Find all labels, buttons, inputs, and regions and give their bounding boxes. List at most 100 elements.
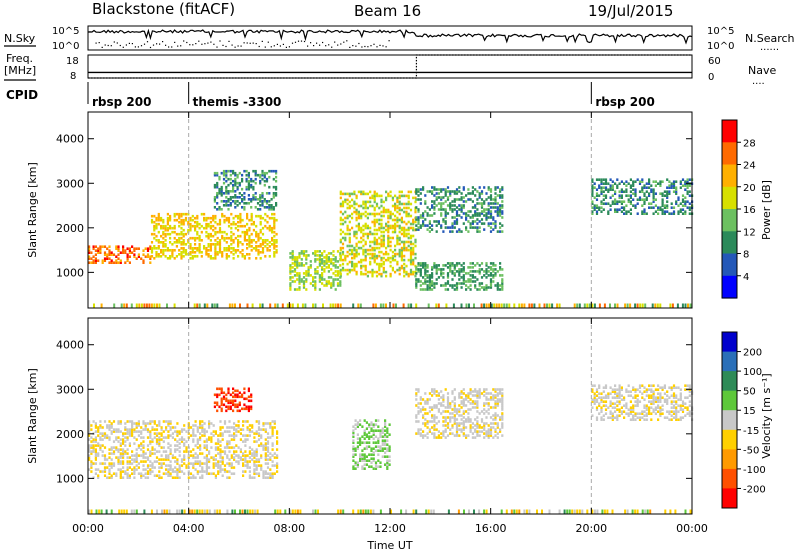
power-cell bbox=[273, 239, 275, 242]
nsearch-point bbox=[195, 43, 196, 44]
velocity-cell bbox=[438, 398, 440, 401]
power-cell bbox=[422, 282, 424, 285]
power-cell bbox=[374, 207, 376, 210]
velocity-cell bbox=[131, 472, 133, 475]
velocity-cell bbox=[138, 420, 140, 423]
power-cell bbox=[226, 247, 228, 250]
power-cell bbox=[465, 226, 467, 229]
power-cell bbox=[442, 276, 444, 279]
power-cell bbox=[639, 196, 641, 199]
power-cell bbox=[467, 192, 469, 195]
power-cell bbox=[102, 245, 104, 248]
velocity-cell bbox=[616, 408, 618, 411]
velocity-cell bbox=[204, 470, 206, 473]
velocity-cell bbox=[99, 424, 101, 427]
power-cell bbox=[180, 241, 182, 244]
velocity-cell bbox=[470, 408, 472, 411]
power-cell bbox=[445, 208, 447, 211]
nsearch-point bbox=[96, 43, 97, 44]
velocity-cell bbox=[188, 462, 190, 465]
power-cell bbox=[275, 176, 277, 179]
power-cell bbox=[351, 193, 353, 196]
power-cell bbox=[463, 200, 465, 203]
velocity-cell bbox=[262, 444, 264, 447]
power-cell bbox=[596, 198, 598, 201]
power-cell bbox=[174, 257, 176, 260]
velocity-cell bbox=[258, 438, 260, 441]
velocity-cell bbox=[237, 404, 239, 407]
colorbar-segment bbox=[722, 276, 737, 299]
power-cell bbox=[214, 227, 216, 230]
power-cell bbox=[335, 264, 337, 267]
power-cell bbox=[492, 228, 494, 231]
velocity-cell bbox=[249, 434, 251, 437]
power-cell bbox=[239, 241, 241, 244]
power-cell bbox=[408, 273, 410, 276]
velocity-cell bbox=[158, 470, 160, 473]
power-cell bbox=[271, 213, 273, 216]
power-cell bbox=[145, 255, 147, 258]
power-cell bbox=[412, 219, 414, 222]
velocity-cell bbox=[366, 463, 368, 466]
power-cell bbox=[385, 223, 387, 226]
nsearch-point bbox=[186, 42, 187, 43]
nsky-frame bbox=[88, 26, 692, 50]
power-cell bbox=[492, 206, 494, 209]
power-cell bbox=[347, 255, 349, 258]
velocity-cell bbox=[225, 410, 227, 413]
velocity-cell bbox=[614, 384, 616, 387]
power-cell bbox=[199, 227, 201, 230]
power-cell bbox=[208, 223, 210, 226]
velocity-cell bbox=[147, 428, 149, 431]
nsearch-point bbox=[201, 44, 202, 45]
power-cell bbox=[417, 194, 419, 197]
power-cell bbox=[264, 180, 266, 183]
velocity-cell bbox=[106, 458, 108, 461]
power-cell bbox=[225, 200, 227, 203]
velocity-cell bbox=[258, 426, 260, 429]
power-cell bbox=[689, 212, 691, 215]
velocity-cell bbox=[258, 472, 260, 475]
velocity-cell bbox=[156, 432, 158, 435]
power-cell bbox=[438, 196, 440, 199]
power-cell bbox=[244, 225, 246, 228]
velocity-cell bbox=[377, 465, 379, 468]
velocity-cell bbox=[224, 468, 226, 471]
power-cell bbox=[390, 245, 392, 248]
power-cell bbox=[433, 282, 435, 285]
velocity-cell bbox=[632, 404, 634, 407]
power-cell bbox=[204, 304, 206, 308]
power-cell bbox=[95, 249, 97, 252]
power-cell bbox=[340, 203, 342, 206]
power-cell bbox=[454, 198, 456, 201]
power-cell bbox=[239, 172, 241, 175]
nsearch-point bbox=[147, 41, 148, 42]
power-cell bbox=[233, 217, 235, 220]
power-cell bbox=[396, 235, 398, 238]
velocity-cell bbox=[210, 436, 212, 439]
power-cell bbox=[230, 178, 232, 181]
nsearch-point bbox=[135, 46, 136, 47]
power-cell bbox=[549, 304, 551, 308]
velocity-cell bbox=[115, 446, 117, 449]
velocity-cell bbox=[230, 394, 232, 397]
power-cell bbox=[634, 204, 636, 207]
power-cell bbox=[607, 182, 609, 185]
velocity-cell bbox=[179, 438, 181, 441]
power-cell bbox=[440, 202, 442, 205]
power-cell bbox=[453, 304, 455, 308]
power-cell bbox=[165, 239, 167, 242]
velocity-cell bbox=[366, 441, 368, 444]
power-cell bbox=[492, 216, 494, 219]
power-cell bbox=[192, 255, 194, 258]
power-cell bbox=[492, 262, 494, 265]
power-cell bbox=[369, 201, 371, 204]
power-cell bbox=[463, 266, 465, 269]
power-cell bbox=[347, 251, 349, 254]
power-cell bbox=[454, 216, 456, 219]
velocity-cell bbox=[492, 426, 494, 429]
power-cell bbox=[494, 192, 496, 195]
velocity-cell bbox=[386, 455, 388, 458]
power-cell bbox=[214, 215, 216, 218]
power-cell bbox=[289, 282, 291, 285]
